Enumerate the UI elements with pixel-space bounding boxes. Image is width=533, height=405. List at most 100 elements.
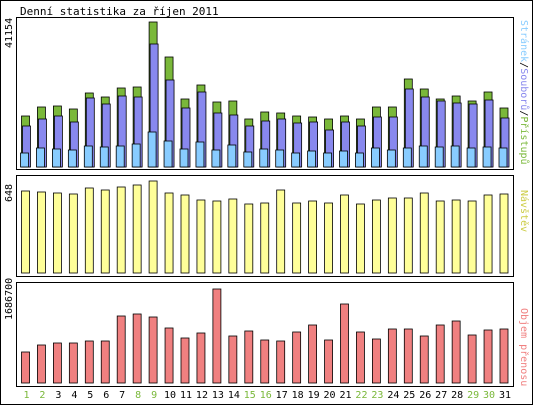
day-label-21: 21 xyxy=(339,390,351,401)
traffic-bar-Stránek-day-9 xyxy=(147,131,157,168)
bytes-bar-Objem přenosu-day-22 xyxy=(356,331,365,384)
day-label-2: 2 xyxy=(39,390,45,401)
bytes-bar-Objem přenosu-day-14 xyxy=(228,335,238,384)
day-label-9: 9 xyxy=(151,390,157,401)
legend-hits: Přístupů xyxy=(518,116,530,164)
day-label-19: 19 xyxy=(308,390,320,401)
traffic-bar-Stránek-day-31 xyxy=(498,147,508,168)
traffic-bar-Stránek-day-27 xyxy=(434,146,444,168)
traffic-bar-Stránek-day-29 xyxy=(466,147,476,168)
traffic-bar-Stránek-day-7 xyxy=(115,145,125,168)
legend-pages: Stránek xyxy=(518,20,530,62)
legend-separator-1: / xyxy=(518,62,529,68)
day-label-4: 4 xyxy=(71,390,77,401)
bytes-legend: Objem přenosu xyxy=(518,308,530,386)
bytes-bar-Objem přenosu-day-3 xyxy=(53,342,62,384)
traffic-legend: Stránek/Souborů/Přístupů xyxy=(518,20,530,165)
visits-bar-Návštěv-day-13 xyxy=(212,200,222,274)
visits-bar-Návštěv-day-21 xyxy=(340,194,349,274)
day-label-16: 16 xyxy=(260,390,272,401)
bytes-bar-Objem přenosu-day-20 xyxy=(324,339,333,384)
bytes-bar-Objem přenosu-day-8 xyxy=(132,313,142,384)
day-label-14: 14 xyxy=(228,390,240,401)
visits-bar-Návštěv-day-27 xyxy=(435,200,445,274)
bytes-bar-Objem přenosu-day-9 xyxy=(148,316,158,384)
bytes-bar-Objem přenosu-day-27 xyxy=(435,324,445,384)
day-label-3: 3 xyxy=(55,390,61,401)
day-label-20: 20 xyxy=(324,390,336,401)
visits-bar-Návštěv-day-19 xyxy=(308,200,318,274)
visits-bar-Návštěv-day-20 xyxy=(324,202,333,274)
visits-bar-Návštěv-day-3 xyxy=(53,192,62,274)
traffic-bar-Stránek-day-3 xyxy=(52,148,61,168)
traffic-bar-Stránek-day-23 xyxy=(370,147,380,168)
day-label-8: 8 xyxy=(135,390,141,401)
bytes-bar-Objem přenosu-day-17 xyxy=(276,340,286,384)
visits-bar-Návštěv-day-11 xyxy=(180,194,190,274)
visits-bar-Návštěv-day-17 xyxy=(276,189,286,274)
day-label-10: 10 xyxy=(164,390,176,401)
visits-max-label: 648 xyxy=(4,184,15,202)
traffic-bar-Stránek-day-15 xyxy=(243,151,253,168)
traffic-bar-Stránek-day-17 xyxy=(275,149,285,168)
visits-bar-Návštěv-day-24 xyxy=(387,197,397,274)
bytes-panel-frame xyxy=(16,282,514,387)
bytes-bar-Objem přenosu-day-5 xyxy=(84,340,94,384)
traffic-bar-Stránek-day-12 xyxy=(195,141,205,168)
traffic-bar-Stránek-day-21 xyxy=(339,150,348,168)
bytes-bar-Objem přenosu-day-11 xyxy=(180,337,190,384)
traffic-bar-Stránek-day-13 xyxy=(211,149,221,168)
day-label-28: 28 xyxy=(451,390,463,401)
visits-bar-Návštěv-day-31 xyxy=(499,193,509,274)
traffic-bar-Stránek-day-8 xyxy=(131,143,141,168)
bytes-bar-Objem přenosu-day-15 xyxy=(244,330,254,384)
bytes-bar-Objem přenosu-day-4 xyxy=(68,342,78,384)
visits-legend: Návštěv xyxy=(518,190,530,232)
visits-bar-Návštěv-day-1 xyxy=(21,190,30,274)
day-label-13: 13 xyxy=(212,390,224,401)
day-label-31: 31 xyxy=(499,390,511,401)
visits-panel-frame xyxy=(16,175,514,277)
traffic-max-label: 41154 xyxy=(4,18,15,48)
bytes-bar-Objem přenosu-day-10 xyxy=(164,327,174,384)
bytes-max-label: 1686700 xyxy=(4,278,15,320)
visits-bar-Návštěv-day-29 xyxy=(467,200,477,274)
traffic-bar-Stránek-day-5 xyxy=(83,145,93,168)
day-label-6: 6 xyxy=(103,390,109,401)
traffic-bar-Stránek-day-1 xyxy=(20,152,29,168)
bytes-bar-Objem přenosu-day-1 xyxy=(21,351,30,384)
traffic-bar-Stránek-day-14 xyxy=(227,144,237,168)
day-label-15: 15 xyxy=(244,390,256,401)
visits-bar-Návštěv-day-10 xyxy=(164,192,174,274)
bytes-bar-Objem přenosu-day-7 xyxy=(116,315,126,384)
visits-bar-Návštěv-day-2 xyxy=(37,191,46,274)
day-label-26: 26 xyxy=(419,390,431,401)
traffic-bar-Stránek-day-16 xyxy=(259,148,269,168)
bytes-bar-Objem přenosu-day-21 xyxy=(340,303,349,384)
bytes-bar-Objem přenosu-day-30 xyxy=(483,329,493,384)
day-label-18: 18 xyxy=(292,390,304,401)
visits-bar-Návštěv-day-7 xyxy=(116,186,126,274)
visits-bar-Návštěv-day-22 xyxy=(356,203,365,274)
bytes-bar-Objem přenosu-day-24 xyxy=(387,328,397,384)
visits-bar-Návštěv-day-25 xyxy=(403,197,413,274)
visits-bar-Návštěv-day-28 xyxy=(451,199,461,274)
visits-bar-Návštěv-day-8 xyxy=(132,184,142,274)
bytes-bar-Objem přenosu-day-2 xyxy=(37,344,46,384)
day-label-25: 25 xyxy=(403,390,415,401)
visits-bar-Návštěv-day-30 xyxy=(483,194,493,274)
day-label-5: 5 xyxy=(87,390,93,401)
traffic-bar-Stránek-day-6 xyxy=(99,146,109,168)
visits-bar-Návštěv-day-4 xyxy=(68,193,78,274)
legend-separator-2: / xyxy=(518,110,529,116)
bytes-bar-Objem přenosu-day-23 xyxy=(371,338,381,384)
day-label-24: 24 xyxy=(387,390,399,401)
traffic-bar-Stránek-day-4 xyxy=(67,149,77,168)
visits-bar-Návštěv-day-26 xyxy=(419,192,429,274)
bytes-bar-Objem přenosu-day-26 xyxy=(419,335,429,384)
bytes-bar-Objem přenosu-day-13 xyxy=(212,288,222,384)
day-label-7: 7 xyxy=(119,390,125,401)
day-label-12: 12 xyxy=(196,390,208,401)
traffic-bar-Stránek-day-22 xyxy=(355,152,364,168)
traffic-bar-Stránek-day-11 xyxy=(179,148,189,168)
